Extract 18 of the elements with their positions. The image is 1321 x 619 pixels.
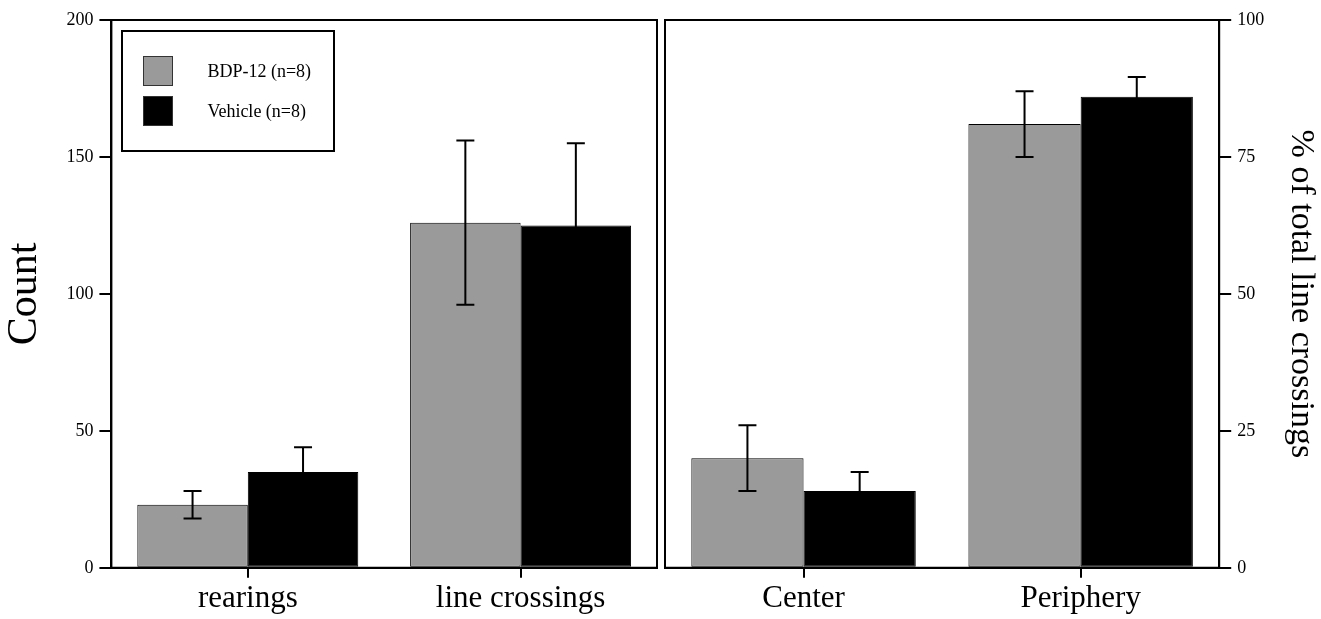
- y2-tick-label: 50: [1237, 282, 1256, 303]
- x-tick-label: line crossings: [435, 578, 606, 614]
- y2-tick-label: 75: [1237, 145, 1256, 166]
- y2-tick-label: 0: [1237, 556, 1247, 577]
- x-tick-label: Periphery: [1020, 578, 1142, 614]
- x-tick-label: rearings: [197, 578, 298, 614]
- y-tick-label: 0: [84, 556, 94, 577]
- y-tick-label: 150: [66, 145, 94, 166]
- y-tick-label: 200: [66, 8, 94, 29]
- y2-tick-label: 25: [1237, 419, 1256, 440]
- legend-label: BDP-12 (n=8): [207, 60, 312, 82]
- y-tick-label: 100: [66, 282, 94, 303]
- x-tick-label: Center: [762, 578, 846, 614]
- y2-tick-label: 100: [1237, 8, 1265, 29]
- y-tick-label: 50: [75, 419, 94, 440]
- y-axis-title: Count: [0, 242, 46, 346]
- y2-axis-title: % of total line crossings: [1284, 129, 1321, 459]
- legend-label: Vehicle (n=8): [207, 100, 307, 122]
